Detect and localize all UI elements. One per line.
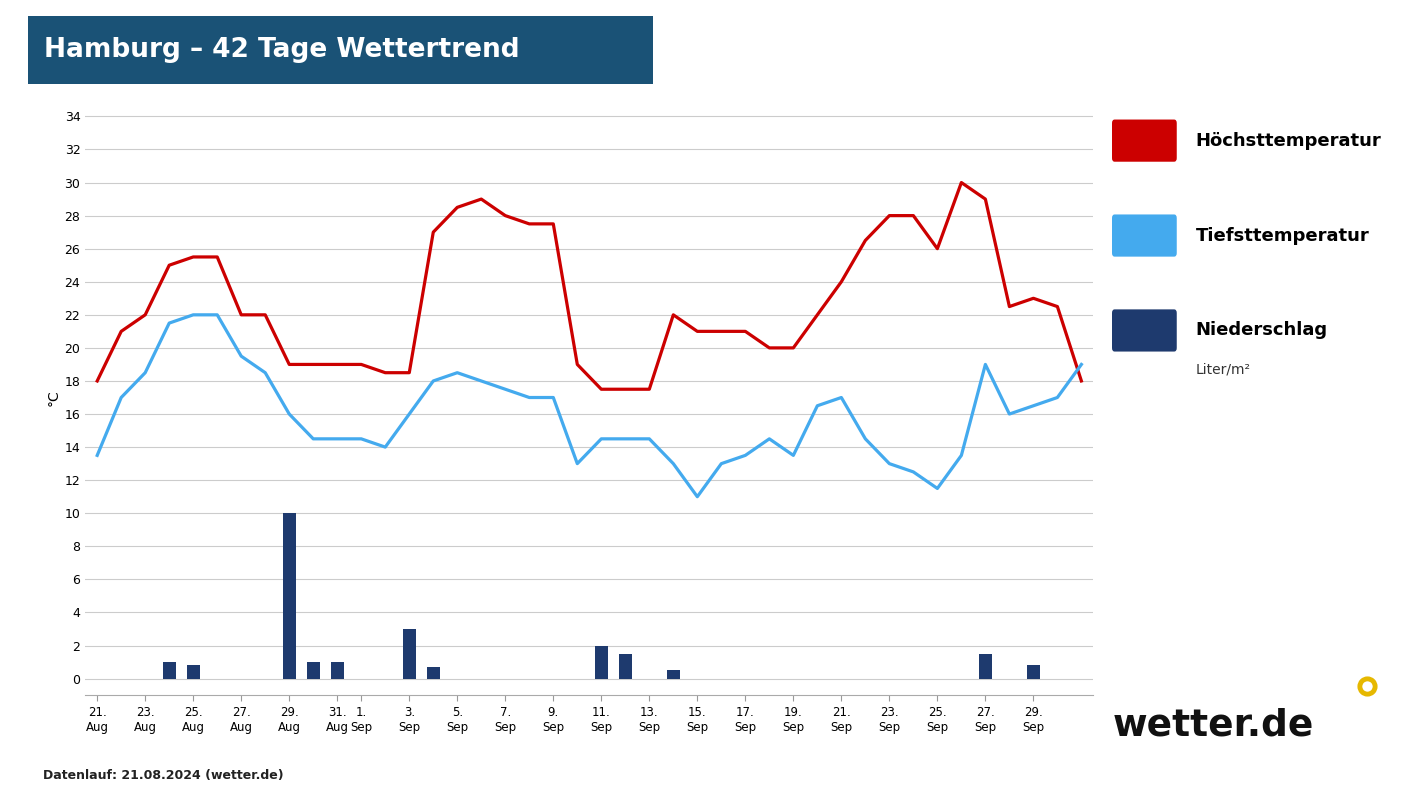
Text: wetter.de: wetter.de	[1112, 707, 1314, 744]
FancyBboxPatch shape	[1112, 214, 1177, 256]
Text: Tiefsttemperatur: Tiefsttemperatur	[1196, 227, 1369, 244]
Text: Liter/m²: Liter/m²	[1196, 362, 1251, 376]
Text: Höchsttemperatur: Höchsttemperatur	[1196, 132, 1382, 149]
Bar	[283, 513, 295, 678]
Bar	[307, 662, 320, 678]
Bar	[186, 666, 200, 678]
Text: Hamburg – 42 Tage Wettertrend: Hamburg – 42 Tage Wettertrend	[44, 37, 520, 63]
Y-axis label: °C: °C	[47, 389, 60, 406]
Bar	[163, 662, 176, 678]
Bar	[331, 662, 344, 678]
Bar	[426, 667, 440, 678]
Bar	[619, 654, 632, 678]
Bar	[595, 646, 608, 678]
Bar	[403, 629, 416, 678]
Text: Niederschlag: Niederschlag	[1196, 321, 1328, 340]
Bar	[978, 654, 993, 678]
Bar	[667, 670, 680, 678]
Bar	[1027, 666, 1039, 678]
FancyBboxPatch shape	[1112, 120, 1177, 161]
Text: Datenlauf: 21.08.2024 (wetter.de): Datenlauf: 21.08.2024 (wetter.de)	[43, 769, 283, 782]
FancyBboxPatch shape	[1112, 309, 1177, 352]
